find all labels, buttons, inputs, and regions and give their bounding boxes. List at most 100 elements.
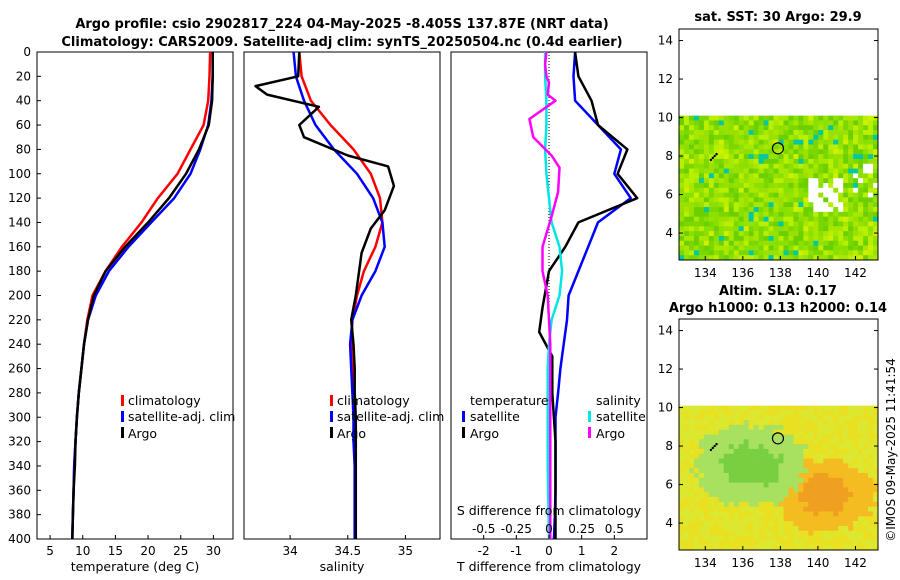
sla-cell [703,530,710,536]
sla-cell [733,458,739,464]
sla-cell [778,482,784,488]
sla-cell [708,501,715,507]
sla-cell [868,477,874,483]
sla-cell [768,511,774,517]
sla-cell [683,448,690,455]
sla-cell [713,458,720,464]
sst-cell [763,207,769,213]
sla-cell [708,463,715,469]
sst-cell [843,154,849,160]
sla-cell [818,477,824,483]
sst-cell [679,158,685,165]
sla-cell [823,487,829,493]
legend-label-t-satellite: satellite [470,409,520,424]
sst-cell [683,240,690,246]
sst-cell [743,211,749,217]
sla-cell [773,516,779,522]
sla-cell [679,511,685,517]
sst-cell [803,202,809,208]
sla-cell [838,482,844,488]
sla-cell [793,497,799,503]
sst-cell [703,115,710,121]
sla-cell [808,420,814,426]
sst-cell [868,231,874,237]
sla-cell [728,405,735,411]
sst-cell [718,144,725,150]
sla-cell [858,434,864,440]
legend-swatch-argo [330,427,333,438]
sla-cell [778,530,784,536]
sla-cell [873,415,879,421]
sla-cell [778,410,784,416]
sst-cell [723,192,730,198]
sst-cell [703,235,710,242]
depth-tick-label: 120 [8,191,31,205]
sst-cell [833,173,839,179]
sla-cell [723,415,730,421]
sla-cell [873,497,879,503]
sla-cell [853,448,859,455]
longitude-tick-label: 138 [769,556,792,570]
sla-cell [773,429,779,435]
sst-cell [863,168,869,174]
sst-cell [788,216,794,222]
sla-cell [833,434,839,440]
sla-cell [758,525,764,532]
sst-cell [833,163,839,169]
sst-cell [833,197,839,203]
sst-cell [828,130,834,136]
sst-cell [818,168,824,174]
sla-cell [798,497,804,503]
sst-cell [688,158,695,165]
sla-cell [828,468,834,474]
sst-cell [868,130,874,136]
sst-cell [843,187,849,193]
sst-cell [823,192,829,198]
sla-cell [813,410,819,416]
sla-cell [713,477,720,483]
sst-cell [858,173,864,179]
sst-cell [679,192,685,198]
sla-cell [723,434,730,440]
sst-cell [823,197,829,203]
sst-cell [843,125,849,131]
sla-cell [703,482,710,488]
sst-cell [808,255,814,261]
sla-cell [773,525,779,532]
sla-cell [753,535,759,541]
sla-cell [843,448,849,455]
sla-cell [688,420,695,426]
sla-cell [818,540,824,546]
temperature-x-tick-label: 15 [108,544,123,558]
sst-cell [863,187,869,193]
sla-cell [823,410,829,416]
sst-cell [793,245,799,251]
sla-cell [798,468,804,474]
sla-cell [688,506,695,512]
sla-cell [723,439,730,445]
sst-cell [798,173,804,179]
sla-cell [778,525,784,532]
sst-cell [713,125,720,131]
legend-label-satellite: satellite-adj. clim [128,409,235,424]
sla-cell [738,487,744,493]
sla-cell [768,492,774,498]
sla-cell [703,540,710,546]
sla-cell [783,458,789,464]
sla-cell [818,497,824,503]
sst-cell [688,207,695,213]
sst-cell [698,139,705,145]
sla-cell [733,497,739,503]
sla-cell [873,473,879,479]
sst-cell [858,154,864,160]
sla-cell [679,468,685,474]
sla-cell [808,473,814,479]
sst-cell [708,163,715,169]
sla-cell [853,487,859,493]
sla-cell [783,540,789,546]
sst-cell [713,221,720,227]
sla-cell [688,448,695,455]
sst-cell [773,149,779,155]
sla-cell [813,405,819,411]
sla-cell [743,492,749,498]
